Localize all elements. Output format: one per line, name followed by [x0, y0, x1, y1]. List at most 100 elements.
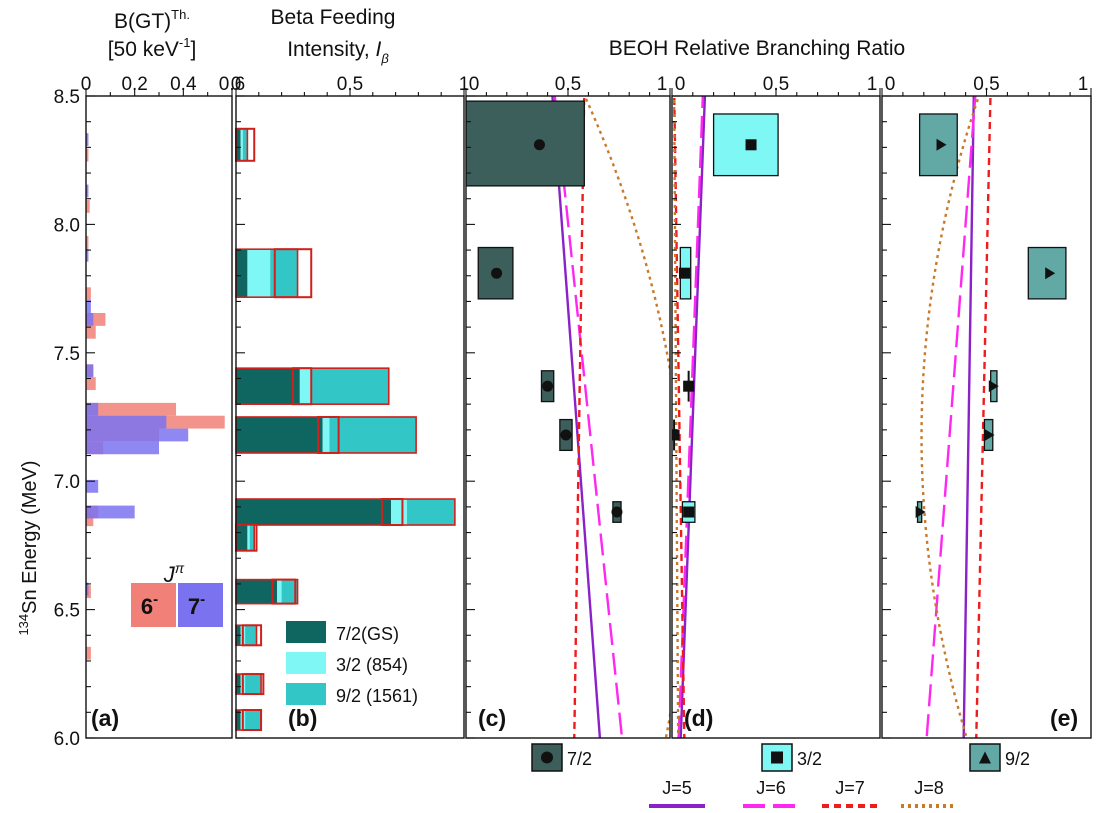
state-legend-label: 9/2 [1005, 749, 1030, 769]
histogram-bar [86, 646, 91, 660]
feeding-bar [236, 128, 241, 161]
feeding-bar [281, 579, 298, 604]
branching-marker-circle [611, 506, 623, 518]
feeding-bar [245, 625, 257, 646]
x-tick-label: 1 [1078, 74, 1089, 95]
branching-marker-square [683, 380, 695, 392]
x-tick-label: 0 [885, 74, 896, 95]
histogram-bar [86, 415, 167, 429]
curve-legend-label: J=6 [756, 778, 786, 798]
state-legend-swatch [969, 743, 1001, 772]
x-tick-label: 0.6 [219, 74, 245, 95]
histogram-bar [86, 325, 96, 339]
panel-b-title-line2: Intensity, Iβ [287, 38, 389, 66]
histogram-bar [86, 441, 159, 455]
feeding-legend-swatch [286, 621, 326, 643]
x-tick-label: 0 [81, 74, 92, 95]
histogram-bar [86, 287, 91, 301]
histogram-bar [86, 364, 94, 378]
y-tick-label: 8.0 [54, 215, 80, 236]
histogram-bar [86, 582, 89, 596]
feeding-bar [236, 524, 248, 551]
x-tick-label: 1 [459, 74, 470, 95]
jpi-legend-title: Jπ [163, 560, 185, 587]
jpi-legend-swatch [178, 583, 223, 627]
x-tick-label: 0.5 [973, 74, 999, 95]
feeding-bar [391, 499, 407, 526]
branching-marker-triangle [936, 138, 947, 151]
y-tick-label: 6.5 [54, 601, 80, 622]
branching-marker-triangle [984, 428, 995, 441]
x-tick-label: 0 [675, 74, 686, 95]
beoh-plot-area [915, 96, 1067, 738]
beoh-curve [920, 96, 981, 738]
branching-marker-triangle [988, 380, 999, 393]
x-tick-label: 0.5 [337, 74, 363, 95]
feeding-bar [242, 128, 248, 161]
state-legend-marker [771, 751, 783, 764]
feeding-bar [236, 579, 278, 604]
feeding-bar [322, 416, 330, 453]
branching-marker-square [745, 139, 757, 151]
feeding-bar [236, 499, 392, 526]
feeding-bar [277, 579, 282, 604]
branching-marker-square [683, 506, 695, 518]
beoh-plot-area [466, 96, 670, 738]
histogram-bar [86, 402, 177, 416]
histogram-bar [86, 148, 89, 162]
beoh-curve [677, 96, 705, 738]
x-tick-label: 0 [469, 74, 480, 95]
histogram-bar [86, 505, 135, 519]
beoh-curve [975, 96, 992, 738]
curve-legend-label: J=8 [914, 778, 944, 798]
beoh-curve [925, 96, 977, 738]
y-tick-label: 6.0 [54, 729, 80, 750]
state-legend-label: 3/2 [797, 749, 822, 769]
branching-marker-circle [491, 267, 503, 279]
beoh-plot-area [672, 96, 779, 738]
panel-b-title-line1: Beta Feeding [271, 6, 396, 29]
feeding-bar [245, 710, 262, 731]
feeding-bar [249, 524, 255, 551]
feeding-legend-label: 9/2 (1561) [336, 686, 418, 706]
feeding-bar [245, 674, 262, 695]
feeding-bar [247, 524, 250, 551]
feeding-bar [236, 416, 323, 453]
x-tick-label: 0 [231, 74, 242, 95]
beoh-title: BEOH Relative Branching Ratio [609, 37, 905, 60]
branching-box [466, 100, 585, 187]
branching-marker-circle [560, 429, 572, 441]
panel-a-title-line2: [50 keV-1] [108, 35, 197, 61]
beoh-curve [679, 96, 707, 738]
panel-b-label: (b) [288, 705, 317, 731]
panel-d-label: (d) [684, 705, 713, 731]
x-tick-label: 1 [867, 74, 878, 95]
panel-e-label: (e) [1050, 705, 1078, 731]
beoh-curve [962, 96, 976, 738]
panel-a-title-line1: B(GT)Th. [114, 7, 190, 33]
feeding-bar [236, 674, 241, 695]
y-tick-label: 7.5 [54, 344, 80, 365]
feeding-bar [311, 368, 389, 405]
histogram-bar [86, 184, 89, 198]
beoh-curve [573, 96, 586, 738]
panel-a-label: (a) [91, 705, 119, 731]
branching-marker-triangle [915, 506, 926, 519]
feeding-bar [236, 710, 241, 731]
x-tick-label: 0.2 [121, 74, 147, 95]
feeding-bar [236, 249, 248, 298]
panel-frame [881, 95, 1092, 739]
x-tick-label: 1 [657, 74, 668, 95]
histogram-bar [86, 312, 94, 326]
x-tick-label: 0.5 [763, 74, 789, 95]
branching-marker-circle [533, 139, 545, 151]
histogram-bar [86, 428, 189, 442]
branching-marker-square [672, 429, 680, 441]
feeding-legend-label: 7/2(GS) [336, 624, 399, 644]
feeding-legend-label: 3/2 (854) [336, 655, 408, 675]
panel-c-label: (c) [478, 705, 506, 731]
jpi-legend-swatch [131, 583, 176, 627]
histogram-bar [86, 248, 89, 262]
histogram-bar [86, 479, 99, 493]
